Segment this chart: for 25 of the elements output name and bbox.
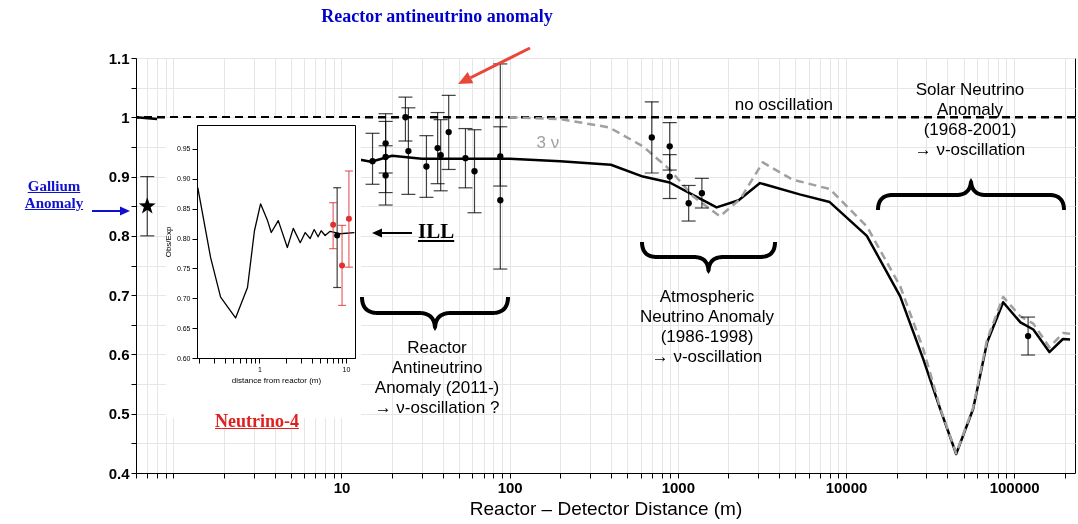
annotation: Neutrino-4 <box>215 411 299 432</box>
annotation: Atmospheric Neutrino Anomaly (1986-1998) → ν-oscillation <box>638 287 776 367</box>
text: Gallium Anomaly <box>23 178 85 212</box>
y-tick-label: 1.1 <box>108 49 130 67</box>
y-tick-label: 0.4 <box>108 464 131 482</box>
series-label: 3 ν <box>536 133 560 153</box>
x-tick-label: 10000 <box>825 478 868 496</box>
x-axis-title: distance from reactor (m) <box>231 375 322 385</box>
annotation: Solar Neutrino Anomaly (1968-2001) → ν-oscillation <box>913 80 1027 160</box>
y-tick-label: 0.8 <box>108 227 130 245</box>
chart-title: Reactor antineutrino anomaly <box>320 6 554 27</box>
x-axis-title: Reactor – Detector Distance (m) <box>469 497 743 519</box>
annotation: Reactor Antineutrino Anomaly (2011-) → ν-oscillation ? <box>374 338 500 417</box>
x-tick-label: 100000 <box>989 478 1040 496</box>
annotation: ILL <box>418 219 455 244</box>
x-tick-label: 10 <box>333 478 351 496</box>
y-tick-label: 1 <box>121 108 130 126</box>
y-tick-label: 0.5 <box>108 405 130 423</box>
y-tick-label: 0.9 <box>108 168 130 186</box>
y-tick-label: 0.7 <box>108 286 130 304</box>
y-tick-label: 0.6 <box>108 345 130 363</box>
ref-line-label: no oscillation <box>734 95 834 115</box>
x-tick-label: 100 <box>497 478 523 496</box>
y-axis-title: Obs/Exp <box>163 226 173 258</box>
x-tick-label: 1000 <box>661 478 696 496</box>
